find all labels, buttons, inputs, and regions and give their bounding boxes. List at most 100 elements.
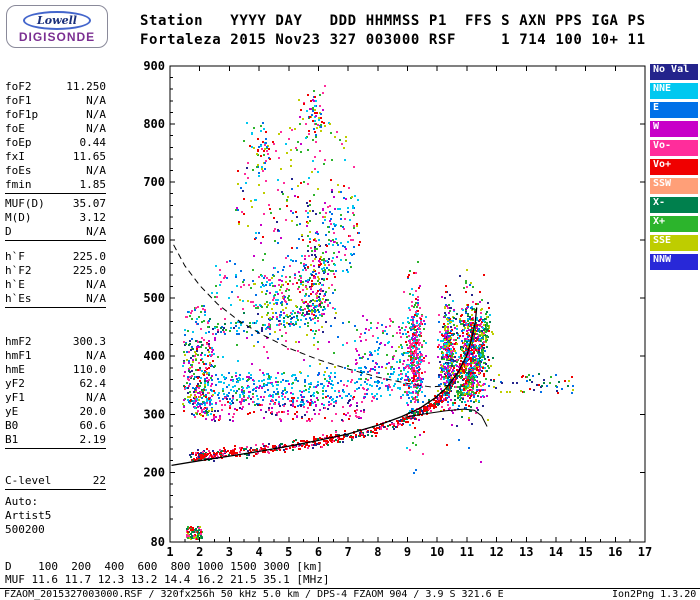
param-yf1: yF1 N/A <box>5 391 106 405</box>
param-value: N/A <box>86 94 106 107</box>
param-value: 110.0 <box>72 363 106 376</box>
legend-entry-vo-: Vo- <box>650 140 698 156</box>
cluster-upper-cluster-3 <box>285 123 347 165</box>
x-tick-label: 2 <box>196 545 203 559</box>
param-value: N/A <box>86 278 106 291</box>
param-label: M(D) <box>5 211 32 224</box>
cluster-mid-scatter <box>211 260 271 310</box>
x-tick-label: 10 <box>430 545 444 559</box>
param-foe: foE N/A <box>5 122 106 136</box>
param-foep: foEp 0.44 <box>5 136 106 150</box>
panel-separator <box>5 193 106 194</box>
cluster-left-top <box>184 305 206 340</box>
param-label: h`F2 <box>5 264 32 277</box>
param-label: foF1 <box>5 94 32 107</box>
legend-entry-x-: X- <box>650 197 698 213</box>
x-tick-label: 4 <box>255 545 262 559</box>
param-label: Auto: <box>5 495 39 508</box>
cluster-cusp-blob <box>447 269 495 463</box>
y-tick-label: 900 <box>143 59 165 73</box>
param-ye: yE 20.0 <box>5 405 106 419</box>
param-hmf2: hmF2 300.3 <box>5 335 106 349</box>
digisonde-logo: Lowell DIGISONDE <box>6 5 108 48</box>
param-value: N/A <box>86 108 106 121</box>
y-tick-label: 400 <box>143 349 165 363</box>
x-tick-label: 14 <box>549 545 563 559</box>
legend-entry-w: W <box>650 121 698 137</box>
param-label: h`E <box>5 278 25 291</box>
param-hme: hmE 110.0 <box>5 363 106 377</box>
param-fxi: fxI 11.65 <box>5 150 106 164</box>
param-label: h`F <box>5 250 25 263</box>
param-value: N/A <box>86 391 106 404</box>
param-b1: B1 2.19 <box>5 433 106 447</box>
param-label: Artist5 <box>5 509 52 522</box>
param-label: foEp <box>5 136 32 149</box>
y-tick-label: 300 <box>143 407 165 421</box>
parameter-panel: foF2 11.250 foF1 N/A foF1p N/A foE N/A foEp 0.44 f… <box>5 80 106 537</box>
y-tick-label: 200 <box>143 465 165 479</box>
cluster-oblique-band-b <box>336 367 410 403</box>
legend-entry-nne: NNE <box>650 83 698 99</box>
param-value: 60.6 <box>79 419 107 432</box>
lowell-logo-text: Lowell <box>23 11 91 30</box>
param-value: N/A <box>86 225 106 238</box>
param-hes: h`Es N/A <box>5 292 106 306</box>
y-tick-label: 500 <box>143 291 165 305</box>
y-tick-label: 600 <box>143 233 165 247</box>
legend-entry-ssw: SSW <box>650 178 698 194</box>
param-value: N/A <box>86 122 106 135</box>
muf-row: MUF 11.6 11.7 12.3 13.2 14.4 16.2 21.5 3… <box>5 573 330 586</box>
param-label: foE <box>5 122 25 135</box>
cluster-oblique-band-a <box>193 372 337 407</box>
param-value: 22 <box>92 474 106 487</box>
x-tick-label: 3 <box>226 545 233 559</box>
param-label: foEs <box>5 164 32 177</box>
param-md: M(D) 3.12 <box>5 211 106 225</box>
param-he: h`E N/A <box>5 278 106 292</box>
param-value: 20.0 <box>79 405 107 418</box>
cluster-e-layer-blob <box>186 526 203 540</box>
x-tick-label: 9 <box>404 545 411 559</box>
cluster-upper-cluster-2 <box>298 85 330 145</box>
distance-row: D 100 200 400 600 800 1000 1500 3000 [km… <box>5 560 323 573</box>
param-label: C-level <box>5 474 52 487</box>
param-fmin: fmin 1.85 <box>5 178 106 192</box>
param-b0: B0 60.6 <box>5 419 106 433</box>
x-tick-label: 7 <box>345 545 352 559</box>
curve-artist-fitted-trace <box>171 307 478 467</box>
x-tick-label: 15 <box>578 545 592 559</box>
cluster-upper-cluster-1 <box>243 122 282 182</box>
param-label: hmF2 <box>5 335 32 348</box>
param-label: B0 <box>5 419 19 432</box>
panel-separator <box>5 240 106 241</box>
station-header-line2: Fortaleza 2015 Nov23 327 003000 RSF 1 71… <box>140 32 646 48</box>
param-500200: 500200 <box>5 523 106 537</box>
param-label: B1 <box>5 433 19 446</box>
x-tick-label: 5 <box>285 545 292 559</box>
param-hf2: h`F2 225.0 <box>5 264 106 278</box>
param-value: N/A <box>86 164 106 177</box>
param-value: 3.12 <box>79 211 107 224</box>
cluster-mid-column <box>321 205 355 273</box>
legend-entry-sse: SSE <box>650 235 698 251</box>
param-value: 300.3 <box>72 335 106 348</box>
param-fof2: foF2 11.250 <box>5 80 106 94</box>
param-value: 225.0 <box>72 250 106 263</box>
param-value: 0.44 <box>79 136 107 149</box>
param-value: N/A <box>86 292 106 305</box>
station-header-line1: Station YYYY DAY DDD HHMMSS P1 FFS S AXN… <box>140 13 646 29</box>
param-d: D N/A <box>5 225 106 239</box>
cluster-left-dense <box>182 339 215 416</box>
param-yf2: yF2 62.4 <box>5 377 106 391</box>
plot-axes: 1 2 3 4 5 6 7 8 9 10 11 12 13 14 15 16 17900800700600500… <box>143 59 652 559</box>
panel-separator <box>5 489 106 490</box>
cluster-pre-cusp-cloud <box>354 318 408 391</box>
legend-entry-vo+: Vo+ <box>650 159 698 175</box>
param-label: hmF1 <box>5 349 32 362</box>
file-info: FZAOM_2015327003000.RSF / 320fx256h 50 k… <box>4 589 504 600</box>
param-value: N/A <box>86 349 106 362</box>
param-value: 1.85 <box>79 178 107 191</box>
curve-muf-transmission-curve <box>173 244 451 388</box>
